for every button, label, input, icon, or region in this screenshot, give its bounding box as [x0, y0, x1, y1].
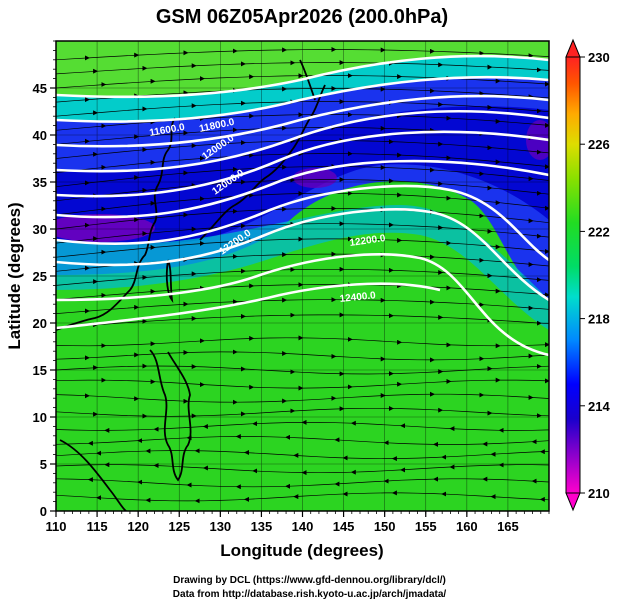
contour-line	[56, 208, 549, 302]
contour-line	[56, 109, 549, 173]
y-tick-label: 35	[33, 175, 47, 190]
colorbar-tick-label: 226	[588, 137, 610, 152]
streamline	[56, 179, 549, 202]
y-axis: 0 5 10 15 20 25 30 35 40 45	[33, 40, 56, 519]
credit-dcl: Drawing by DCL (https://www.gfd-dennou.o…	[173, 575, 446, 586]
contour-line	[56, 75, 549, 123]
x-tick-label: 135	[251, 519, 273, 534]
contour-label: 12400.0	[339, 290, 377, 305]
colorbar-tick-label: 230	[588, 50, 610, 65]
streamline	[56, 407, 549, 417]
y-axis-label: Latitude (degrees)	[5, 202, 24, 349]
x-axis-label: Longitude (degrees)	[220, 541, 383, 560]
borneo-coast	[59, 439, 127, 511]
contour-line	[56, 54, 549, 99]
y-tick-label: 45	[33, 81, 47, 96]
credit-data-source: Data from http://database.rish.kyoto-u.a…	[172, 589, 447, 600]
y-tick-label: 10	[33, 410, 47, 425]
y-tick-label: 20	[33, 316, 47, 331]
colorbar-tick-label: 222	[588, 224, 610, 239]
height-contours	[56, 54, 549, 357]
y-tick-label: 25	[33, 269, 47, 284]
streamline	[56, 62, 549, 75]
colorbar-tick-label: 210	[588, 486, 610, 501]
colorbar: 210 214 218 222 226 230	[565, 38, 610, 512]
streamline	[56, 365, 549, 375]
contour-line	[56, 94, 549, 148]
x-tick-label: 140	[292, 519, 314, 534]
streamline	[56, 314, 549, 329]
colorbar-min-arrow	[565, 492, 581, 512]
colorbar-gradient	[565, 56, 581, 494]
x-tick-label: 160	[456, 519, 478, 534]
streamline	[56, 101, 549, 117]
wind-streamlines	[56, 47, 549, 504]
taiwan-coast	[165, 259, 174, 304]
x-tick-label: 155	[415, 519, 437, 534]
contour-line	[56, 184, 549, 262]
x-tick-label: 120	[127, 519, 149, 534]
colorbar-tick-label: 218	[588, 312, 610, 327]
lat-lon-grid	[56, 41, 549, 511]
x-tick-label: 115	[87, 519, 108, 534]
colorbar-max-arrow	[565, 38, 581, 58]
cold-core-east	[526, 120, 549, 160]
streamline	[56, 450, 549, 459]
streamline	[56, 492, 549, 502]
x-tick-label: 145	[333, 519, 355, 534]
streamline	[56, 223, 549, 244]
plot-area: 11600.0 11800.0 12000.0 12000.0 12200.0 …	[56, 41, 549, 511]
x-tick-label: 150	[374, 519, 396, 534]
y-tick-label: 5	[40, 457, 47, 472]
contour-label: 12200.0	[349, 233, 387, 249]
contour-line	[56, 253, 549, 357]
contour-line	[56, 282, 441, 330]
colorbar-tick-label: 214	[588, 399, 610, 414]
y-tick-label: 15	[33, 363, 47, 378]
y-tick-label: 0	[40, 504, 47, 519]
x-axis: 110 115 120 125 130 135 140 145 150 155 160 165	[46, 511, 550, 534]
japan-coast	[199, 84, 326, 241]
x-tick-label: 125	[168, 519, 190, 534]
asia-coast	[56, 117, 176, 331]
y-tick-label: 40	[33, 128, 47, 143]
x-tick-label: 110	[46, 519, 67, 534]
streamline	[56, 140, 549, 159]
x-tick-label: 130	[209, 519, 231, 534]
x-tick-label: 165	[497, 519, 519, 534]
streamline	[56, 268, 549, 286]
contour-line	[56, 130, 549, 198]
chart-title: GSM 06Z05Apr2026 (200.0hPa)	[156, 6, 448, 28]
contour-line	[56, 159, 549, 219]
y-tick-label: 30	[33, 222, 47, 237]
philippines-coast	[149, 349, 192, 482]
